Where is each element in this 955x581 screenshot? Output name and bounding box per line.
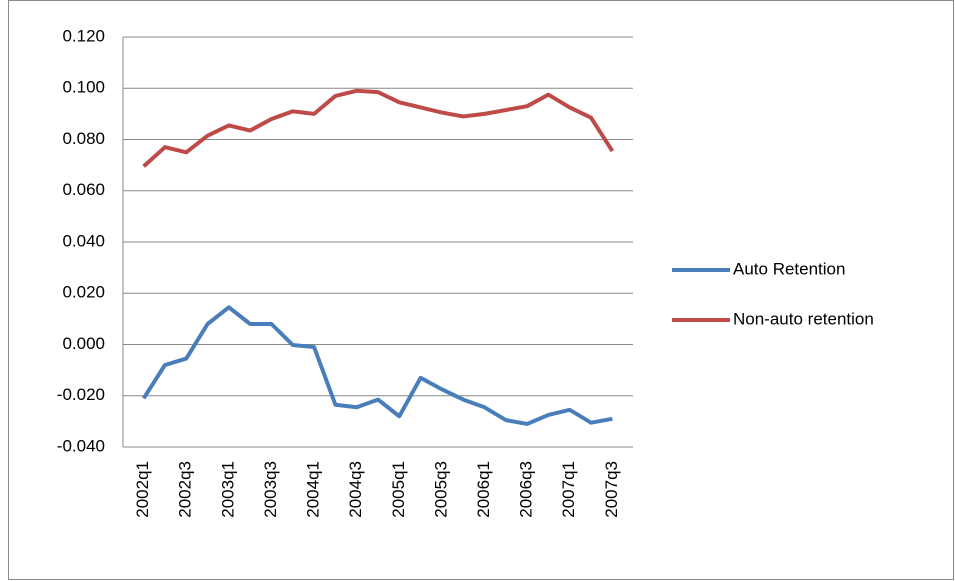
x-tick-label: 2006q1 bbox=[474, 461, 493, 518]
y-tick-label: 0.120 bbox=[62, 26, 105, 45]
x-tick-label: 2003q3 bbox=[261, 461, 280, 518]
x-tick-label: 2006q3 bbox=[517, 461, 536, 518]
y-tick-label: 0.100 bbox=[62, 78, 105, 97]
legend-label: Auto Retention bbox=[733, 259, 845, 278]
y-tick-label: -0.040 bbox=[57, 436, 105, 455]
x-tick-label: 2002q1 bbox=[133, 461, 152, 518]
x-tick-label: 2007q1 bbox=[559, 461, 578, 518]
x-tick-label: 2003q1 bbox=[218, 461, 237, 518]
chart-frame bbox=[8, 0, 954, 580]
y-tick-label: 0.080 bbox=[62, 129, 105, 148]
y-tick-label: -0.020 bbox=[57, 385, 105, 404]
x-tick-label: 2004q3 bbox=[346, 461, 365, 518]
legend-label: Non-auto retention bbox=[733, 309, 874, 328]
x-tick-label: 2002q3 bbox=[176, 461, 195, 518]
y-tick-label: 0.040 bbox=[62, 231, 105, 250]
x-tick-label: 2005q1 bbox=[389, 461, 408, 518]
x-tick-label: 2004q1 bbox=[304, 461, 323, 518]
series-line bbox=[142, 88, 615, 168]
y-tick-label: 0.060 bbox=[62, 180, 105, 199]
y-tick-label: 0.020 bbox=[62, 283, 105, 302]
x-tick-label: 2005q3 bbox=[431, 461, 450, 518]
y-tick-label: 0.000 bbox=[62, 334, 105, 353]
series-line bbox=[141, 305, 613, 426]
x-tick-label: 2007q3 bbox=[602, 461, 621, 518]
